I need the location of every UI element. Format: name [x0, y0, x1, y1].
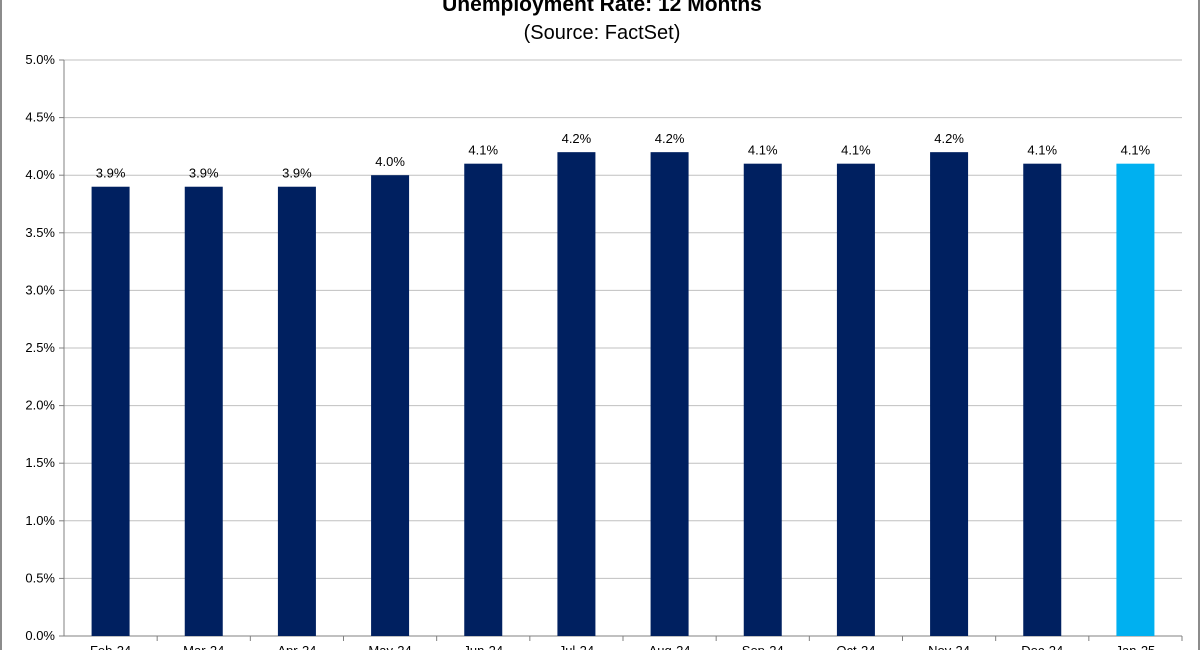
x-tick-label: Aug-24 [649, 643, 691, 650]
bar [930, 152, 969, 636]
data-label: 3.9% [282, 166, 312, 181]
x-tick-label: Jun-24 [463, 643, 503, 650]
x-tick-label: May-24 [368, 643, 411, 650]
y-tick-label: 0.0% [25, 628, 55, 643]
y-tick-label: 3.5% [25, 225, 55, 240]
data-label: 3.9% [96, 166, 126, 181]
y-tick-label: 1.0% [25, 513, 55, 528]
y-tick-label: 2.5% [25, 340, 55, 355]
x-tick-label: Feb-24 [90, 643, 131, 650]
y-tick-label: 4.0% [25, 167, 55, 182]
data-label: 4.2% [655, 131, 685, 146]
y-tick-label: 5.0% [25, 52, 55, 67]
bar [464, 163, 503, 636]
bar [91, 186, 130, 636]
axes: 0.0% 0.5% 1.0% 1.5% 2.0% 2.5% 3.0% 3.5% 4.0% 4.5%… [25, 52, 1183, 650]
data-label: 4.1% [468, 143, 498, 158]
chart-subtitle: (Source: FactSet) [523, 22, 681, 44]
bar [743, 163, 782, 636]
y-tick-label: 1.5% [25, 455, 55, 470]
bar [277, 186, 316, 636]
x-tick-label: Sep-24 [742, 643, 784, 650]
data-labels: 3.9% 3.9% 3.9% 4.0% 4.1% 4.2% 4.2% 4.1% 4.1% 4.2%… [96, 131, 1151, 181]
y-tick-label: 2.0% [25, 398, 55, 413]
x-tick-label: Mar-24 [183, 643, 224, 650]
data-label: 4.1% [1027, 143, 1057, 158]
bar [371, 175, 410, 636]
data-label: 3.9% [189, 166, 219, 181]
data-label: 4.1% [1121, 143, 1151, 158]
bar [650, 152, 689, 636]
x-tick-label: Oct-24 [836, 643, 875, 650]
bar [557, 152, 596, 636]
data-label: 4.1% [748, 143, 778, 158]
data-label: 4.2% [934, 131, 964, 146]
bar [184, 186, 223, 636]
y-tick-label: 4.5% [25, 110, 55, 125]
bars [91, 152, 1155, 636]
x-tick-label: Jan-25 [1116, 643, 1156, 650]
y-tick-label: 0.5% [25, 570, 55, 585]
y-tick-label: 3.0% [25, 282, 55, 297]
bar [1023, 163, 1062, 636]
bar [1116, 163, 1155, 636]
data-label: 4.0% [375, 154, 405, 169]
bar [836, 163, 875, 636]
data-label: 4.1% [841, 143, 871, 158]
chart-title: Unemployment Rate: 12 Months [442, 0, 762, 16]
x-tick-label: Nov-24 [928, 643, 970, 650]
data-label: 4.2% [562, 131, 592, 146]
gridlines [64, 59, 1182, 579]
x-tick-label: Apr-24 [277, 643, 316, 650]
x-tick-label: Jul-24 [559, 643, 594, 650]
x-tick-label: Dec-24 [1021, 643, 1063, 650]
